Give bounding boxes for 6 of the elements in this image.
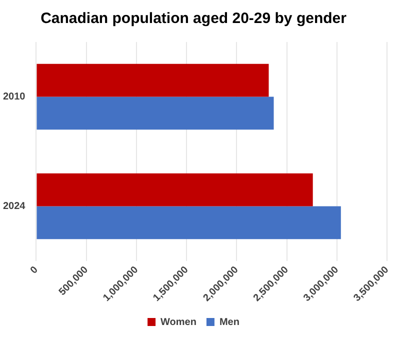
x-tick-label: 0 — [28, 264, 41, 276]
y-tick-label: 2010 — [2, 92, 26, 103]
legend-label: Women — [160, 316, 196, 328]
legend-label: Men — [219, 316, 240, 328]
chart-title: Canadian population aged 20-29 by gender — [40, 10, 347, 28]
y-tick-label: 2024 — [2, 201, 26, 212]
